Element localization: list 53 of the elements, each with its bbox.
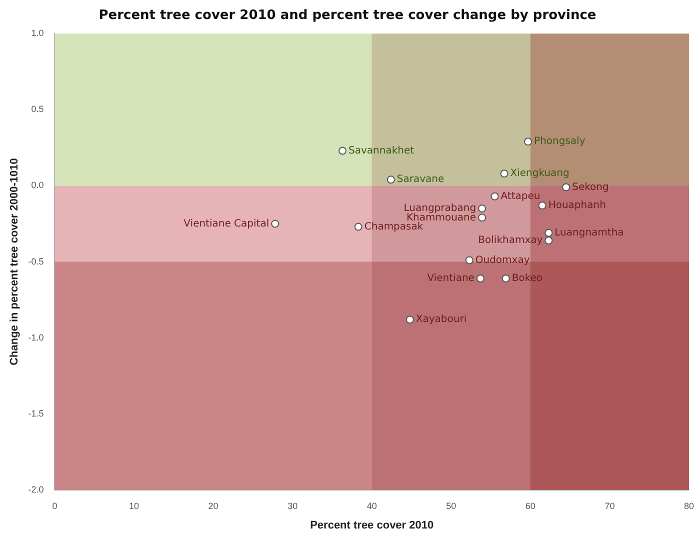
point — [476, 274, 484, 283]
x-tick-label: 70 — [604, 500, 615, 511]
annotation: Vientiane Capital — [184, 218, 270, 230]
point — [538, 202, 546, 210]
annotation: Bolikhamxay — [478, 235, 543, 246]
y-tick-label: -2.0 — [28, 484, 44, 494]
point — [490, 192, 499, 200]
point — [478, 214, 486, 222]
point — [562, 183, 570, 192]
annotation: Houaphanh — [548, 200, 606, 212]
annotation: Bokeo — [512, 273, 543, 284]
y-axis-title: Change in percent tree cover 2000-1010 — [8, 158, 21, 366]
point — [544, 228, 553, 237]
annotation: Saravane — [396, 174, 444, 186]
annotation: Oudomxay — [475, 254, 530, 266]
annotation: Sekong — [572, 182, 609, 193]
point — [354, 222, 362, 231]
y-tick-label: 0.5 — [31, 104, 44, 114]
y-tick-label: 1.0 — [31, 28, 44, 38]
annotation: Champasak — [364, 221, 424, 232]
x-axis-title: Percent tree cover 2010 — [310, 519, 434, 532]
point — [465, 256, 474, 264]
annotation: Vientiane — [427, 273, 474, 284]
x-tick-label: 40 — [366, 500, 377, 511]
x-tick-label: 30 — [288, 500, 298, 511]
annotation: Luangprabang — [404, 203, 476, 214]
annotation: Phongsaly — [534, 136, 586, 148]
y-tick-label: -1.0 — [28, 332, 44, 342]
point — [544, 236, 553, 244]
annotation: Khammouane — [406, 212, 476, 224]
annotation: Luangnamtha — [554, 227, 624, 238]
point — [338, 146, 347, 155]
point — [524, 138, 532, 146]
chart-title: Percent tree cover 2010 and percent tree cover change by province — [98, 8, 596, 24]
annotation: Attapeu — [500, 190, 540, 202]
x-tick-label: 10 — [128, 500, 139, 511]
annotation: Xiengkuang — [510, 168, 570, 180]
annotation: Savannakhet — [348, 145, 414, 156]
point — [478, 204, 486, 213]
point — [502, 274, 510, 283]
x-tick-label: 50 — [446, 500, 456, 511]
y-tick-label: 0.0 — [31, 180, 44, 190]
x-tick-label: 60 — [525, 500, 536, 511]
point — [500, 170, 508, 178]
x-tick-label: 0 — [52, 500, 58, 511]
point — [271, 220, 280, 228]
y-tick-label: -0.5 — [28, 256, 44, 266]
x-tick-label: 20 — [208, 500, 218, 511]
x-tick-label: 80 — [684, 500, 694, 511]
point — [406, 316, 414, 324]
annotation: Xayabouri — [416, 314, 467, 326]
y-tick-label: -1.5 — [28, 408, 44, 418]
point — [386, 176, 395, 184]
